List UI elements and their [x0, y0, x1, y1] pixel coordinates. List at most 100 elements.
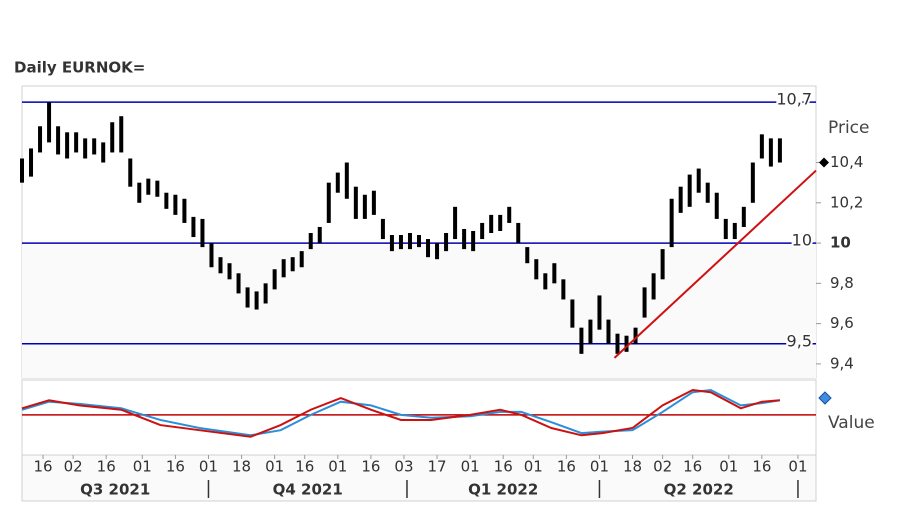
- price-bar: [182, 198, 187, 223]
- price-bar: [705, 182, 710, 203]
- price-bar: [534, 259, 539, 280]
- level-label: 9,5: [787, 331, 812, 350]
- price-bar: [47, 102, 52, 143]
- price-bar: [65, 132, 70, 159]
- price-bar: [308, 233, 313, 250]
- price-bar: [254, 291, 259, 310]
- indicator-line: [21, 389, 780, 438]
- price-bar: [290, 257, 295, 272]
- price-bar: [92, 138, 97, 155]
- x-tick-label: 17: [427, 458, 446, 476]
- y-tick-label: 10,2: [830, 193, 863, 211]
- x-tick-label: 01: [328, 458, 347, 476]
- price-bar: [633, 327, 638, 344]
- price-bar: [669, 198, 674, 248]
- x-tick-label: 16: [494, 458, 513, 476]
- last-price-marker: [819, 157, 829, 168]
- quarter-label: Q4 2021: [273, 481, 343, 499]
- x-tick-label: 02: [653, 458, 672, 476]
- x-axis-area: [21, 454, 817, 502]
- y-tick-label: 9,4: [830, 354, 854, 372]
- price-bar: [335, 172, 340, 193]
- price-bar: [768, 138, 773, 167]
- y-tick-label: 9,6: [830, 314, 854, 332]
- price-bar: [642, 287, 647, 318]
- x-tick-label: 16: [97, 458, 116, 476]
- price-bar: [191, 216, 196, 238]
- price-bar: [164, 192, 169, 209]
- price-bar: [498, 214, 503, 231]
- price-bar: [471, 230, 476, 252]
- y-tick-label: 9,8: [830, 274, 854, 292]
- x-tick-label: 01: [265, 458, 284, 476]
- price-bar: [435, 243, 440, 260]
- chart-title: Daily EURNOK=: [14, 59, 145, 77]
- trend-line: [613, 169, 817, 359]
- y-tick-label: 10: [830, 234, 851, 252]
- price-bar: [326, 182, 331, 223]
- x-tick-label: 18: [232, 458, 251, 476]
- price-bar: [281, 259, 286, 278]
- x-tick-label: 01: [199, 458, 218, 476]
- price-bar: [209, 243, 214, 268]
- price-bar: [119, 116, 124, 153]
- value-axis-label: Value: [828, 413, 875, 433]
- price-bar: [426, 239, 431, 258]
- price-bar: [344, 162, 349, 199]
- price-bar: [137, 182, 142, 203]
- price-bar: [353, 186, 358, 219]
- price-bar: [218, 257, 223, 274]
- price-bar: [651, 273, 656, 300]
- price-bar: [245, 287, 250, 308]
- value-marker: [818, 391, 832, 405]
- price-bar: [552, 263, 557, 284]
- price-bar: [20, 158, 24, 183]
- price-bar: [525, 247, 530, 264]
- price-bar: [732, 222, 737, 240]
- y-tick-label: 10,4: [830, 153, 863, 171]
- price-bar: [380, 218, 385, 240]
- price-bar: [29, 148, 34, 177]
- price-bar: [317, 226, 322, 244]
- x-tick-label: 01: [133, 458, 152, 476]
- price-bar: [444, 233, 449, 252]
- price-bar: [371, 190, 376, 215]
- price-bar: [155, 180, 160, 197]
- x-tick-label: 16: [683, 458, 702, 476]
- quarter-label: Q1 2022: [468, 481, 538, 499]
- price-bar: [236, 273, 241, 294]
- price-bar: [389, 235, 394, 252]
- price-bar: [741, 206, 746, 227]
- x-tick-label: 16: [34, 458, 53, 476]
- price-bar: [516, 222, 521, 244]
- price-bar: [606, 319, 611, 344]
- x-tick-label: 16: [166, 458, 185, 476]
- price-bar: [200, 218, 205, 248]
- x-tick-label: 16: [361, 458, 380, 476]
- price-bar: [678, 186, 683, 213]
- level-label: 10: [792, 231, 812, 250]
- x-tick-label: 01: [719, 458, 738, 476]
- price-bar: [588, 319, 593, 344]
- price-bar: [561, 279, 566, 300]
- price-bar: [173, 194, 178, 215]
- price-bar: [83, 138, 88, 159]
- price-bar: [507, 206, 512, 223]
- price-bar: [101, 142, 106, 163]
- price-bar: [723, 218, 728, 240]
- price-bar: [489, 214, 494, 234]
- x-tick-label: 16: [557, 458, 576, 476]
- price-bar: [462, 228, 467, 250]
- price-bar: [570, 299, 575, 328]
- price-axis-label: Price: [828, 118, 869, 138]
- price-bar: [56, 126, 61, 155]
- x-tick-label: 02: [64, 458, 83, 476]
- price-bar: [777, 138, 782, 163]
- price-bar: [407, 233, 412, 250]
- price-bar: [687, 174, 692, 207]
- level-label: 10,7: [776, 90, 812, 109]
- price-bar: [299, 251, 304, 268]
- x-tick-label: 18: [623, 458, 642, 476]
- x-tick-label: 01: [461, 458, 480, 476]
